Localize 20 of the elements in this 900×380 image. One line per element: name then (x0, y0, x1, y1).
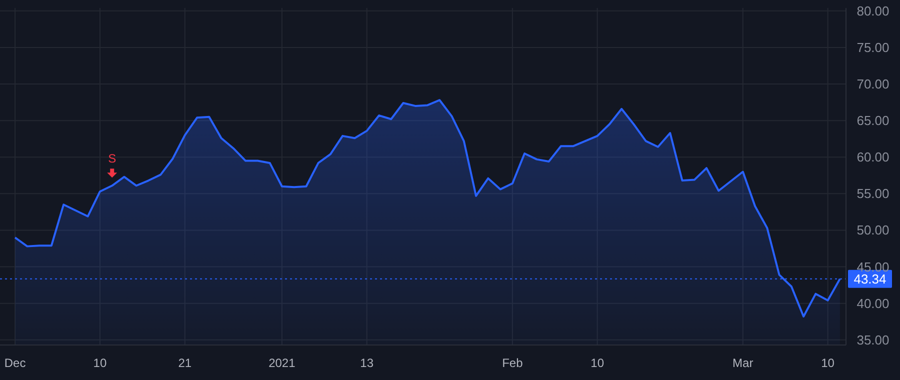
y-tick-label: 35.00 (856, 332, 890, 348)
y-tick-label: 80.00 (856, 3, 890, 18)
x-tick-label: 2021 (268, 356, 296, 370)
x-tick-label: 21 (178, 356, 192, 370)
annotation: S (108, 152, 116, 166)
x-tick-label: 10 (93, 356, 107, 370)
x-tick-label: 10 (821, 356, 835, 370)
x-tick-label: Mar (732, 356, 754, 370)
y-tick-label: 70.00 (856, 76, 890, 92)
y-tick-label: 55.00 (856, 186, 890, 202)
x-tick-label: Feb (502, 356, 524, 370)
y-tick-label: 40.00 (856, 296, 890, 311)
ref-line-label: 43.34 (854, 271, 886, 286)
x-tick-label: 13 (360, 356, 374, 370)
x-tick-label: 10 (590, 356, 604, 370)
y-tick-label: 65.00 (856, 113, 890, 128)
y-tick-label: 50.00 (856, 222, 890, 238)
y-tick-label: 75.00 (856, 40, 890, 55)
y-tick-label: 60.00 (856, 150, 890, 165)
x-tick-label: Dec (4, 356, 26, 370)
